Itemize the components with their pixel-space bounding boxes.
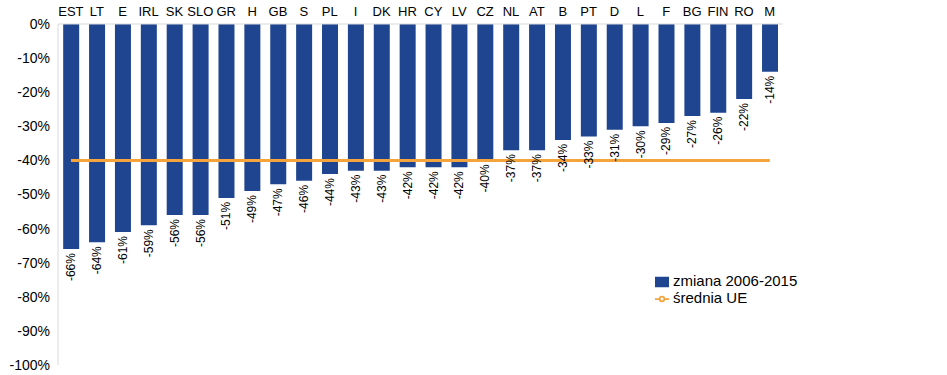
- svg-text:-31%: -31%: [608, 133, 622, 161]
- svg-text:CZ: CZ: [476, 4, 493, 19]
- svg-text:-40%: -40%: [17, 152, 50, 168]
- svg-text:-46%: -46%: [297, 185, 311, 213]
- svg-text:-37%: -37%: [530, 154, 544, 182]
- svg-text:-44%: -44%: [323, 178, 337, 206]
- svg-text:AT: AT: [529, 4, 545, 19]
- svg-text:-59%: -59%: [142, 229, 156, 257]
- svg-text:-20%: -20%: [17, 84, 50, 100]
- svg-text:DK: DK: [373, 4, 391, 19]
- svg-text:-37%: -37%: [504, 154, 518, 182]
- svg-text:-90%: -90%: [17, 323, 50, 339]
- svg-text:-60%: -60%: [17, 221, 50, 237]
- html-text:średnia UE: średnia UE: [673, 289, 748, 306]
- svg-text:-30%: -30%: [17, 118, 50, 134]
- svg-text:PL: PL: [322, 4, 338, 19]
- svg-text:-80%: -80%: [17, 289, 50, 305]
- svg-text:F: F: [662, 4, 670, 19]
- svg-text:-14%: -14%: [763, 75, 777, 103]
- svg-text:PT: PT: [580, 4, 597, 19]
- svg-text:-100%: -100%: [10, 357, 50, 373]
- svg-text:HR: HR: [398, 4, 417, 19]
- svg-text:-56%: -56%: [168, 219, 182, 247]
- svg-text:GR: GR: [216, 4, 236, 19]
- svg-text:LT: LT: [90, 4, 104, 19]
- svg-text:-47%: -47%: [271, 188, 285, 216]
- svg-text:S: S: [300, 4, 309, 19]
- svg-text:-22%: -22%: [737, 103, 751, 131]
- svg-text:-50%: -50%: [17, 186, 50, 202]
- svg-text:LV: LV: [452, 4, 467, 19]
- svg-text:-26%: -26%: [711, 116, 725, 144]
- svg-text:-33%: -33%: [582, 140, 596, 168]
- svg-text:-51%: -51%: [219, 202, 233, 230]
- svg-text:-43%: -43%: [375, 174, 389, 202]
- svg-text:-29%: -29%: [659, 127, 673, 155]
- svg-text:-42%: -42%: [452, 171, 466, 199]
- svg-text:-61%: -61%: [116, 236, 130, 264]
- svg-text:GB: GB: [269, 4, 288, 19]
- svg-text:-70%: -70%: [17, 255, 50, 271]
- svg-text:SK: SK: [166, 4, 184, 19]
- svg-text:NL: NL: [503, 4, 520, 19]
- svg-text:-49%: -49%: [245, 195, 259, 223]
- svg-text:SLO: SLO: [187, 4, 213, 19]
- svg-text:FIN: FIN: [708, 4, 729, 19]
- svg-text:H: H: [247, 4, 256, 19]
- svg-text:0%: 0%: [30, 16, 50, 32]
- html-text:zmiana 2006-2015: zmiana 2006-2015: [673, 272, 798, 289]
- svg-text:-30%: -30%: [634, 130, 648, 158]
- svg-text:CY: CY: [424, 4, 442, 19]
- svg-text:-10%: -10%: [17, 50, 50, 66]
- svg-text:I: I: [354, 4, 358, 19]
- svg-text:-43%: -43%: [349, 174, 363, 202]
- svg-text:B: B: [558, 4, 567, 19]
- svg-text:-56%: -56%: [194, 219, 208, 247]
- svg-text:-27%: -27%: [685, 120, 699, 148]
- svg-text:-66%: -66%: [64, 253, 78, 281]
- svg-text:-42%: -42%: [401, 171, 415, 199]
- svg-text:-40%: -40%: [478, 164, 492, 192]
- svg-text:-64%: -64%: [90, 246, 104, 274]
- svg-text:M: M: [764, 4, 775, 19]
- svg-text:E: E: [118, 4, 127, 19]
- svg-text:D: D: [610, 4, 619, 19]
- svg-text:L: L: [637, 4, 644, 19]
- svg-text:-34%: -34%: [556, 144, 570, 172]
- svg-text:-42%: -42%: [427, 171, 441, 199]
- svg-text:BG: BG: [683, 4, 702, 19]
- svg-text:EST: EST: [58, 4, 83, 19]
- svg-text:RO: RO: [734, 4, 754, 19]
- svg-text:IRL: IRL: [138, 4, 158, 19]
